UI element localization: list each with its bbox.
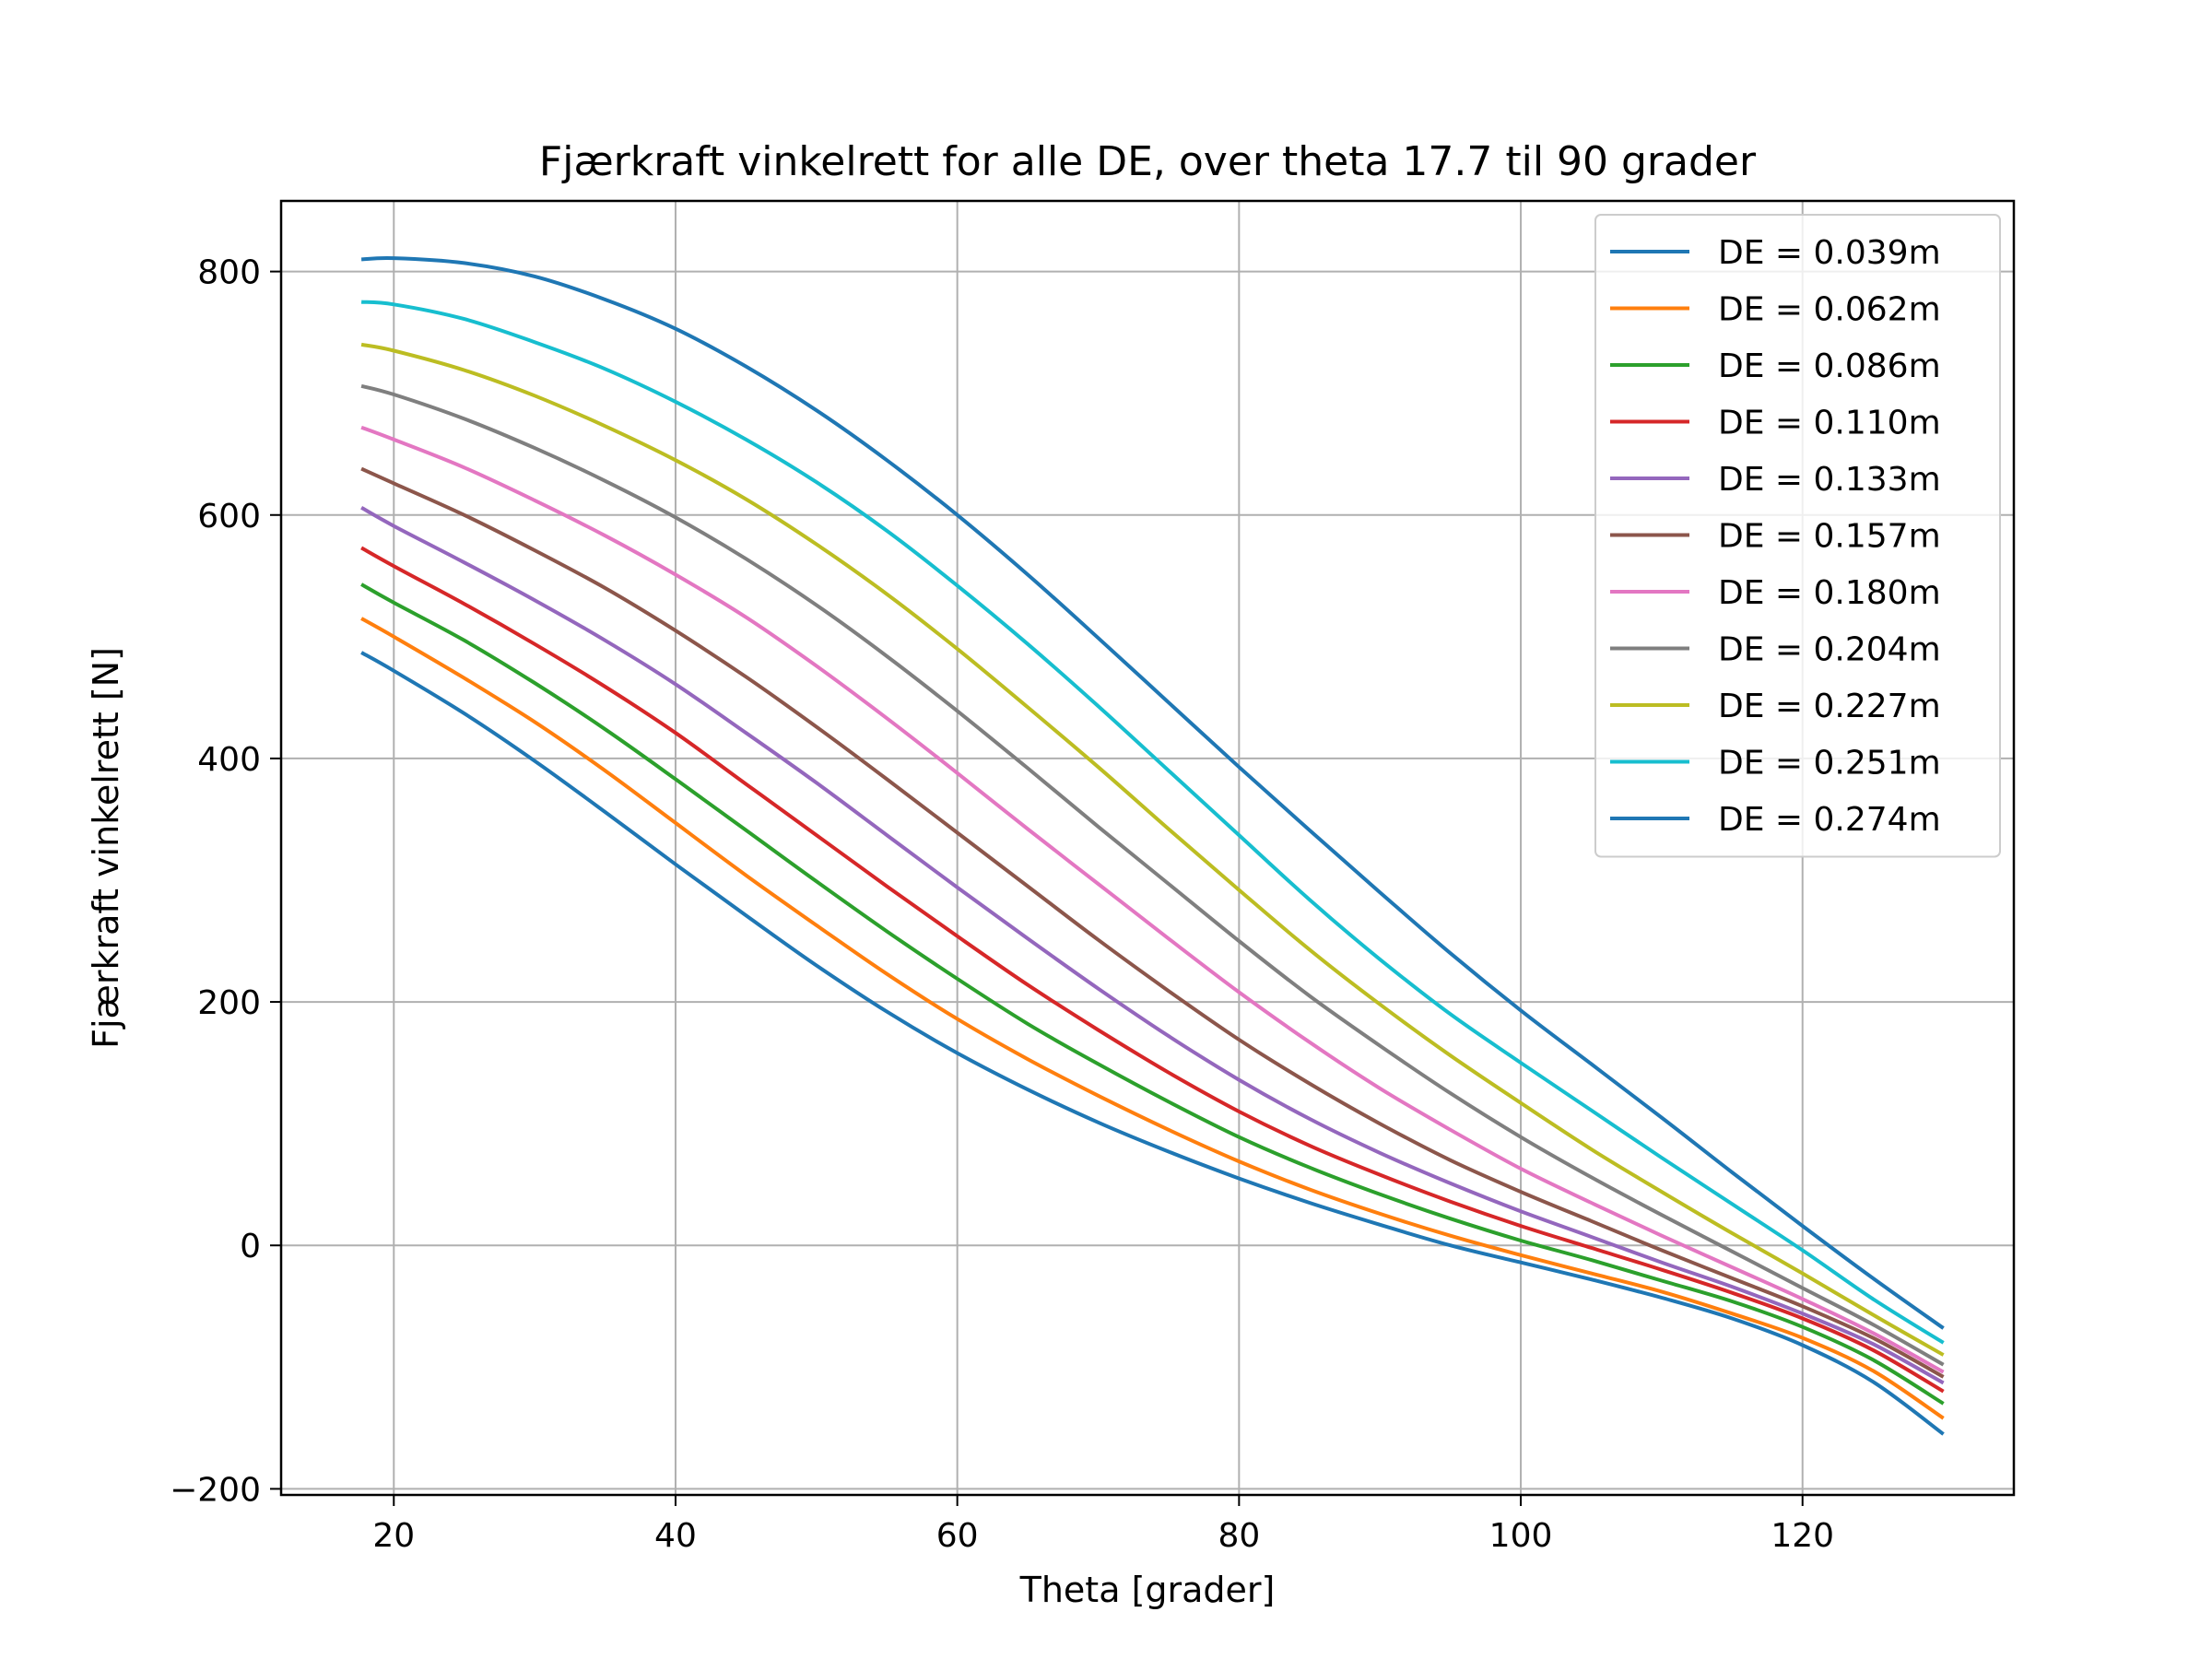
legend-label: DE = 0.180m xyxy=(1718,574,1941,612)
x-tick-label: 20 xyxy=(372,1517,415,1555)
series-line-10 xyxy=(360,300,1945,1345)
y-tick-label: 800 xyxy=(197,254,261,292)
legend: DE = 0.039m DE = 0.062m DE = 0.086m DE = 0.… xyxy=(1594,214,2001,858)
y-tick-label: 200 xyxy=(197,984,261,1022)
series-line-8 xyxy=(360,383,1945,1367)
x-tick-label: 60 xyxy=(936,1517,979,1555)
x-tick-label: 80 xyxy=(1218,1517,1260,1555)
y-axis-label: Fjærkraft vinkelrett [N] xyxy=(86,647,126,1049)
y-tick-label: 600 xyxy=(197,498,261,535)
x-axis-label: Theta [grader] xyxy=(1019,1570,1276,1610)
series-line-4 xyxy=(360,546,1945,1394)
series-line-9 xyxy=(360,342,1945,1357)
series-line-7 xyxy=(360,425,1945,1374)
legend-label: DE = 0.204m xyxy=(1718,631,1941,669)
y-tick-label: 0 xyxy=(240,1228,261,1265)
x-tick-label: 100 xyxy=(1489,1517,1553,1555)
legend-label: DE = 0.039m xyxy=(1718,234,1941,272)
series-line-11 xyxy=(361,255,1945,1330)
legend-label: DE = 0.133m xyxy=(1718,461,1941,499)
legend-label: DE = 0.251m xyxy=(1718,745,1941,782)
legend-label: DE = 0.110m xyxy=(1718,405,1941,442)
legend-label: DE = 0.227m xyxy=(1718,688,1941,725)
series-line-5 xyxy=(360,506,1945,1385)
y-tick-label: −200 xyxy=(170,1471,261,1509)
series-line-3 xyxy=(360,582,1945,1406)
series-lines xyxy=(360,255,1945,1436)
chart-title: Fjærkraft vinkelrett for alle DE, over t… xyxy=(539,138,1757,185)
x-tick-label: 40 xyxy=(654,1517,697,1555)
y-tick-label: 400 xyxy=(197,741,261,779)
plot-frame xyxy=(279,199,2016,1497)
legend-label: DE = 0.086m xyxy=(1718,347,1941,385)
series-line-2 xyxy=(360,617,1945,1420)
legend-label: DE = 0.157m xyxy=(1718,518,1941,556)
series-line-1 xyxy=(360,651,1945,1436)
legend-box xyxy=(1594,214,2001,858)
legend-label: DE = 0.274m xyxy=(1718,801,1941,839)
x-tick-label: 120 xyxy=(1771,1517,1834,1555)
legend-label: DE = 0.062m xyxy=(1718,291,1941,329)
series-line-6 xyxy=(360,466,1945,1379)
axis-ticks: 20 40 60 80 100 120 −200 0 200 400 600 800 xyxy=(170,254,1834,1555)
